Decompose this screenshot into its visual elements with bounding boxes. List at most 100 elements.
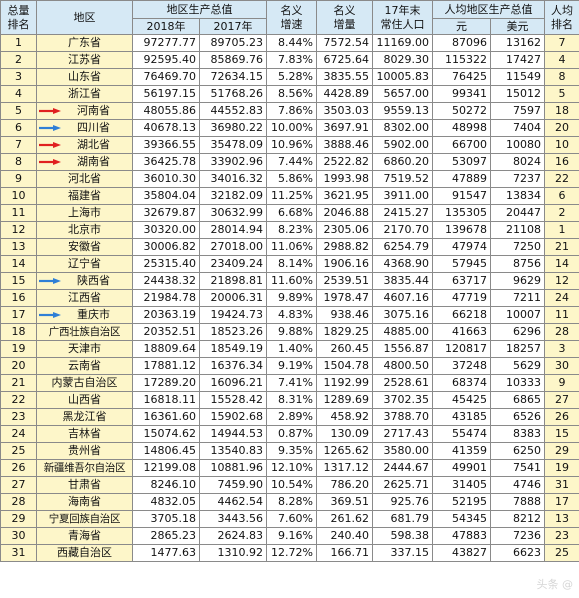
cell-per-capita-yuan: 91547 <box>432 187 491 205</box>
cell-rank: 28 <box>0 493 37 511</box>
cell-gdp-2017: 35478.09 <box>199 136 267 154</box>
table-row: 21 内蒙古自治区 17289.20 16096.21 7.41% 1192.99 2528… <box>0 374 579 392</box>
cell-per-capita-yuan: 43185 <box>432 408 491 426</box>
header-gdp-2018: 2018年 <box>132 18 200 35</box>
table-row: 3 山东省 76469.70 72634.15 5.28% 3835.55 10005.83… <box>0 68 579 86</box>
cell-rank: 24 <box>0 425 37 443</box>
header-per-capita-yuan: 元 <box>432 18 491 35</box>
table-row: 15 陕西省 24438.32 21898.81 11.60% 2539.51 3835.4… <box>0 272 579 290</box>
cell-growth-rate: 9.89% <box>266 289 317 307</box>
table-row: 1 广东省 97277.77 89705.23 8.44% 7572.54 11169.00… <box>0 34 579 52</box>
cell-per-capita-usd: 6865 <box>490 391 545 409</box>
cell-growth-rate: 8.14% <box>266 255 317 273</box>
cell-region: 河南省 <box>36 102 133 120</box>
cell-rank: 29 <box>0 510 37 528</box>
red-arrow-icon <box>39 159 61 165</box>
cell-growth-rate: 11.60% <box>266 272 317 290</box>
blue-arrow-icon <box>39 125 61 131</box>
table-row: 2 江苏省 92595.40 85869.76 7.83% 6725.64 8029.30 1… <box>0 51 579 69</box>
cell-per-capita-yuan: 115322 <box>432 51 491 69</box>
table-row: 20 云南省 17881.12 16376.34 9.19% 1504.78 4800.50… <box>0 357 579 375</box>
cell-population: 3788.70 <box>372 408 433 426</box>
cell-per-capita-usd: 8024 <box>490 153 545 171</box>
cell-rank: 23 <box>0 408 37 426</box>
region-label: 重庆市 <box>77 308 110 321</box>
cell-population: 337.15 <box>372 544 433 562</box>
cell-increment: 3503.03 <box>316 102 373 120</box>
header-nominal-growth: 名义 增速 <box>266 0 317 35</box>
cell-per-capita-yuan: 120817 <box>432 340 491 358</box>
table-row: 23 黑龙江省 16361.60 15902.68 2.89% 458.92 3788.70… <box>0 408 579 426</box>
cell-per-capita-yuan: 139678 <box>432 221 491 239</box>
cell-gdp-2018: 12199.08 <box>132 459 200 477</box>
cell-gdp-2018: 30006.82 <box>132 238 200 256</box>
cell-growth-rate: 12.10% <box>266 459 317 477</box>
cell-per-capita-usd: 7250 <box>490 238 545 256</box>
cell-per-capita-yuan: 55474 <box>432 425 491 443</box>
cell-population: 3911.00 <box>372 187 433 205</box>
cell-increment: 1504.78 <box>316 357 373 375</box>
cell-per-capita-rank: 18 <box>544 102 579 120</box>
cell-per-capita-usd: 6296 <box>490 323 545 341</box>
cell-increment: 1317.12 <box>316 459 373 477</box>
table-row: 11 上海市 32679.87 30632.99 6.68% 2046.88 2415.27… <box>0 204 579 222</box>
table-row: 27 甘肃省 8246.10 7459.90 10.54% 786.20 2625.71 31… <box>0 476 579 494</box>
watermark: 头条 @ <box>536 578 574 591</box>
cell-population: 11169.00 <box>372 34 433 52</box>
cell-increment: 786.20 <box>316 476 373 494</box>
cell-per-capita-rank: 17 <box>544 493 579 511</box>
cell-region: 海南省 <box>36 493 133 511</box>
header-region: 地区 <box>36 0 133 35</box>
cell-gdp-2017: 16096.21 <box>199 374 267 392</box>
cell-per-capita-yuan: 49901 <box>432 459 491 477</box>
table-row: 25 贵州省 14806.45 13540.83 9.35% 1265.62 3580.00… <box>0 442 579 460</box>
cell-increment: 261.62 <box>316 510 373 528</box>
cell-gdp-2017: 20006.31 <box>199 289 267 307</box>
cell-per-capita-usd: 7404 <box>490 119 545 137</box>
table-row: 12 北京市 30320.00 28014.94 8.23% 2305.06 2170.70… <box>0 221 579 239</box>
cell-per-capita-yuan: 66218 <box>432 306 491 324</box>
cell-per-capita-rank: 21 <box>544 238 579 256</box>
cell-population: 4800.50 <box>372 357 433 375</box>
cell-population: 3075.16 <box>372 306 433 324</box>
cell-rank: 21 <box>0 374 37 392</box>
cell-per-capita-rank: 13 <box>544 510 579 528</box>
cell-region: 重庆市 <box>36 306 133 324</box>
cell-per-capita-rank: 3 <box>544 340 579 358</box>
cell-per-capita-rank: 12 <box>544 272 579 290</box>
region-label: 陕西省 <box>77 274 110 287</box>
cell-rank: 13 <box>0 238 37 256</box>
cell-increment: 1993.98 <box>316 170 373 188</box>
cell-per-capita-yuan: 41663 <box>432 323 491 341</box>
cell-gdp-2018: 4832.05 <box>132 493 200 511</box>
cell-per-capita-usd: 7597 <box>490 102 545 120</box>
cell-gdp-2017: 28014.94 <box>199 221 267 239</box>
cell-increment: 3835.55 <box>316 68 373 86</box>
cell-rank: 6 <box>0 119 37 137</box>
cell-growth-rate: 8.31% <box>266 391 317 409</box>
cell-rank: 26 <box>0 459 37 477</box>
cell-gdp-2017: 51768.26 <box>199 85 267 103</box>
cell-growth-rate: 9.19% <box>266 357 317 375</box>
cell-region: 西藏自治区 <box>36 544 133 562</box>
cell-region: 广西壮族自治区 <box>36 323 133 341</box>
cell-per-capita-usd: 7211 <box>490 289 545 307</box>
cell-population: 3702.35 <box>372 391 433 409</box>
table-row: 26 新疆维吾尔自治区 12199.08 10881.96 12.10% 1317.12 2… <box>0 459 579 477</box>
cell-growth-rate: 7.86% <box>266 102 317 120</box>
cell-per-capita-usd: 9629 <box>490 272 545 290</box>
header-nominal-increment: 名义 增量 <box>316 0 373 35</box>
cell-per-capita-rank: 14 <box>544 255 579 273</box>
cell-per-capita-usd: 8383 <box>490 425 545 443</box>
cell-region: 吉林省 <box>36 425 133 443</box>
table-row: 19 天津市 18809.64 18549.19 1.40% 260.45 1556.87 1… <box>0 340 579 358</box>
region-label: 四川省 <box>77 121 110 134</box>
cell-gdp-2018: 20363.19 <box>132 306 200 324</box>
cell-growth-rate: 2.89% <box>266 408 317 426</box>
cell-per-capita-rank: 4 <box>544 51 579 69</box>
cell-gdp-2018: 17881.12 <box>132 357 200 375</box>
cell-per-capita-yuan: 41359 <box>432 442 491 460</box>
cell-per-capita-usd: 8212 <box>490 510 545 528</box>
cell-per-capita-usd: 4746 <box>490 476 545 494</box>
cell-rank: 1 <box>0 34 37 52</box>
